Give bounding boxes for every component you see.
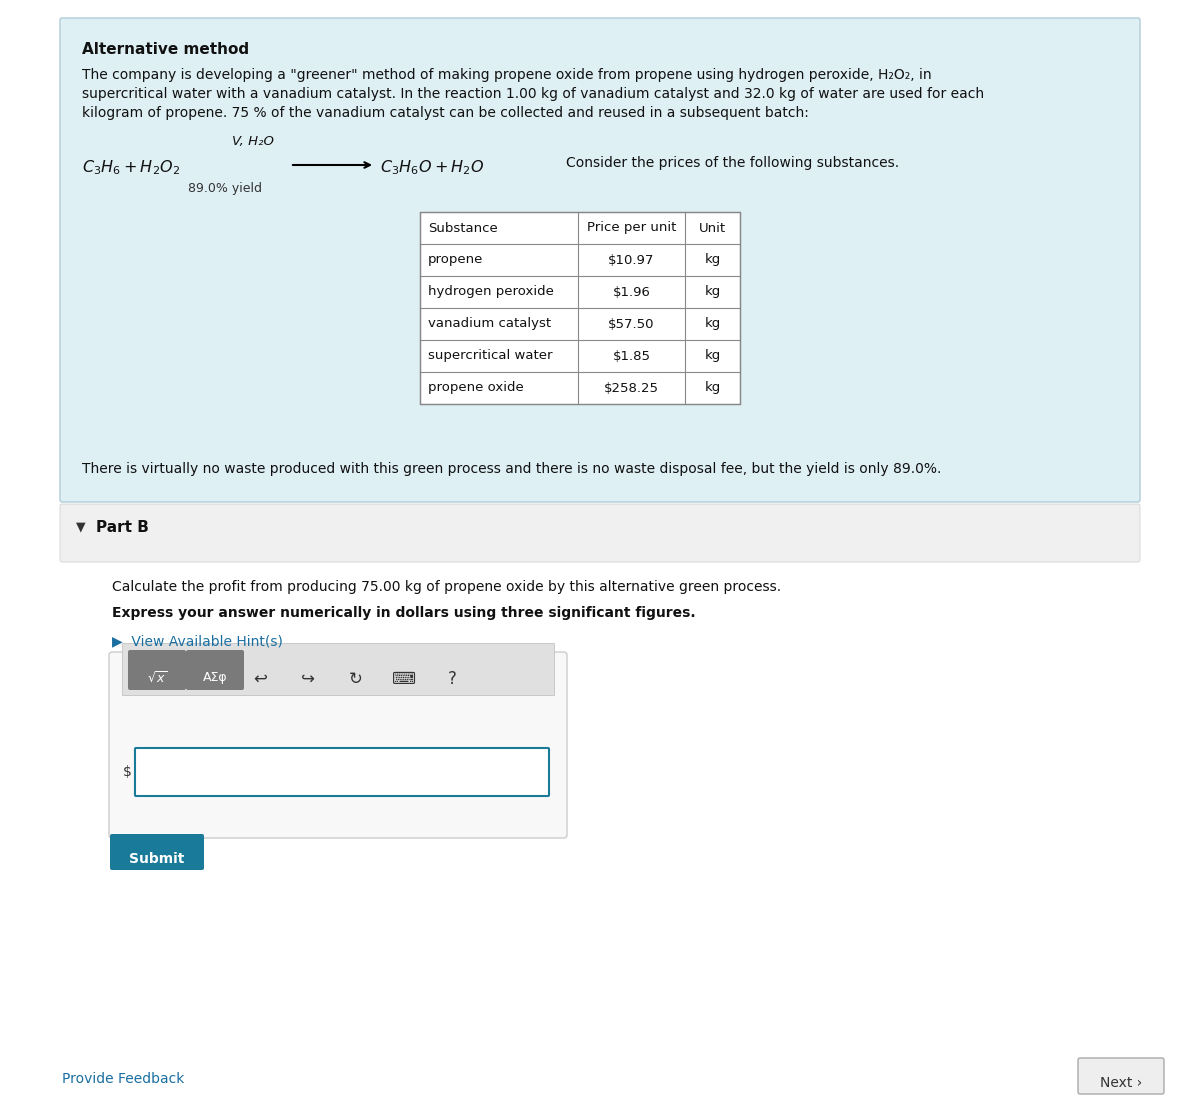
Text: ↪: ↪ xyxy=(301,670,314,688)
Text: kg: kg xyxy=(704,349,721,362)
Text: Unit: Unit xyxy=(698,222,726,235)
Text: kg: kg xyxy=(704,318,721,330)
Text: Price per unit: Price per unit xyxy=(587,222,676,235)
Text: $1.96: $1.96 xyxy=(612,286,650,298)
FancyBboxPatch shape xyxy=(60,18,1140,502)
FancyBboxPatch shape xyxy=(1078,1058,1164,1094)
Text: ▼: ▼ xyxy=(76,520,85,533)
Bar xyxy=(420,212,740,404)
Text: $C_3H_6O + H_2O$: $C_3H_6O + H_2O$ xyxy=(380,158,484,176)
Text: 89.0% yield: 89.0% yield xyxy=(188,182,262,195)
Text: vanadium catalyst: vanadium catalyst xyxy=(428,318,551,330)
Text: Alternative method: Alternative method xyxy=(82,42,250,57)
FancyBboxPatch shape xyxy=(60,504,1140,562)
Text: Express your answer numerically in dollars using three significant figures.: Express your answer numerically in dolla… xyxy=(112,606,696,620)
FancyBboxPatch shape xyxy=(109,652,568,838)
Text: $C_3H_6 + H_2O_2$: $C_3H_6 + H_2O_2$ xyxy=(82,158,180,176)
Text: $1.85: $1.85 xyxy=(612,349,650,362)
Text: V, H₂O: V, H₂O xyxy=(232,135,274,148)
Text: Consider the prices of the following substances.: Consider the prices of the following sub… xyxy=(566,156,899,170)
Bar xyxy=(122,643,554,695)
Text: $\sqrt{x}$: $\sqrt{x}$ xyxy=(146,671,167,686)
Text: There is virtually no waste produced with this green process and there is no was: There is virtually no waste produced wit… xyxy=(82,462,941,476)
Text: ?: ? xyxy=(448,670,456,688)
Text: ▶  View Available Hint(s): ▶ View Available Hint(s) xyxy=(112,634,283,648)
Text: supercritical water with a vanadium catalyst. In the reaction 1.00 kg of vanadiu: supercritical water with a vanadium cata… xyxy=(82,88,984,101)
Text: Provide Feedback: Provide Feedback xyxy=(62,1073,185,1086)
Text: $258.25: $258.25 xyxy=(604,381,659,394)
Text: hydrogen peroxide: hydrogen peroxide xyxy=(428,286,554,298)
Text: $10.97: $10.97 xyxy=(608,254,655,267)
Text: kg: kg xyxy=(704,254,721,267)
Text: Substance: Substance xyxy=(428,222,498,235)
Text: ⌨: ⌨ xyxy=(392,670,416,688)
Text: Submit: Submit xyxy=(130,852,185,866)
Text: ΑΣφ: ΑΣφ xyxy=(203,671,227,684)
Text: kg: kg xyxy=(704,381,721,394)
Text: propene: propene xyxy=(428,254,484,267)
FancyBboxPatch shape xyxy=(128,650,186,690)
Text: ↻: ↻ xyxy=(349,670,362,688)
Text: supercritical water: supercritical water xyxy=(428,349,552,362)
Text: ↩: ↩ xyxy=(253,670,266,688)
Text: $57.50: $57.50 xyxy=(608,318,655,330)
FancyBboxPatch shape xyxy=(134,748,550,796)
Text: Calculate the profit from producing 75.00 kg of propene oxide by this alternativ: Calculate the profit from producing 75.0… xyxy=(112,579,781,594)
FancyBboxPatch shape xyxy=(110,834,204,870)
Text: The company is developing a "greener" method of making propene oxide from propen: The company is developing a "greener" me… xyxy=(82,68,931,82)
Text: kilogram of propene. 75 % of the vanadium catalyst can be collected and reused i: kilogram of propene. 75 % of the vanadiu… xyxy=(82,106,809,120)
Text: kg: kg xyxy=(704,286,721,298)
Text: propene oxide: propene oxide xyxy=(428,381,523,394)
FancyBboxPatch shape xyxy=(186,650,244,690)
Text: Part B: Part B xyxy=(96,520,149,535)
Text: Next ›: Next › xyxy=(1100,1076,1142,1090)
Text: $: $ xyxy=(124,765,132,779)
